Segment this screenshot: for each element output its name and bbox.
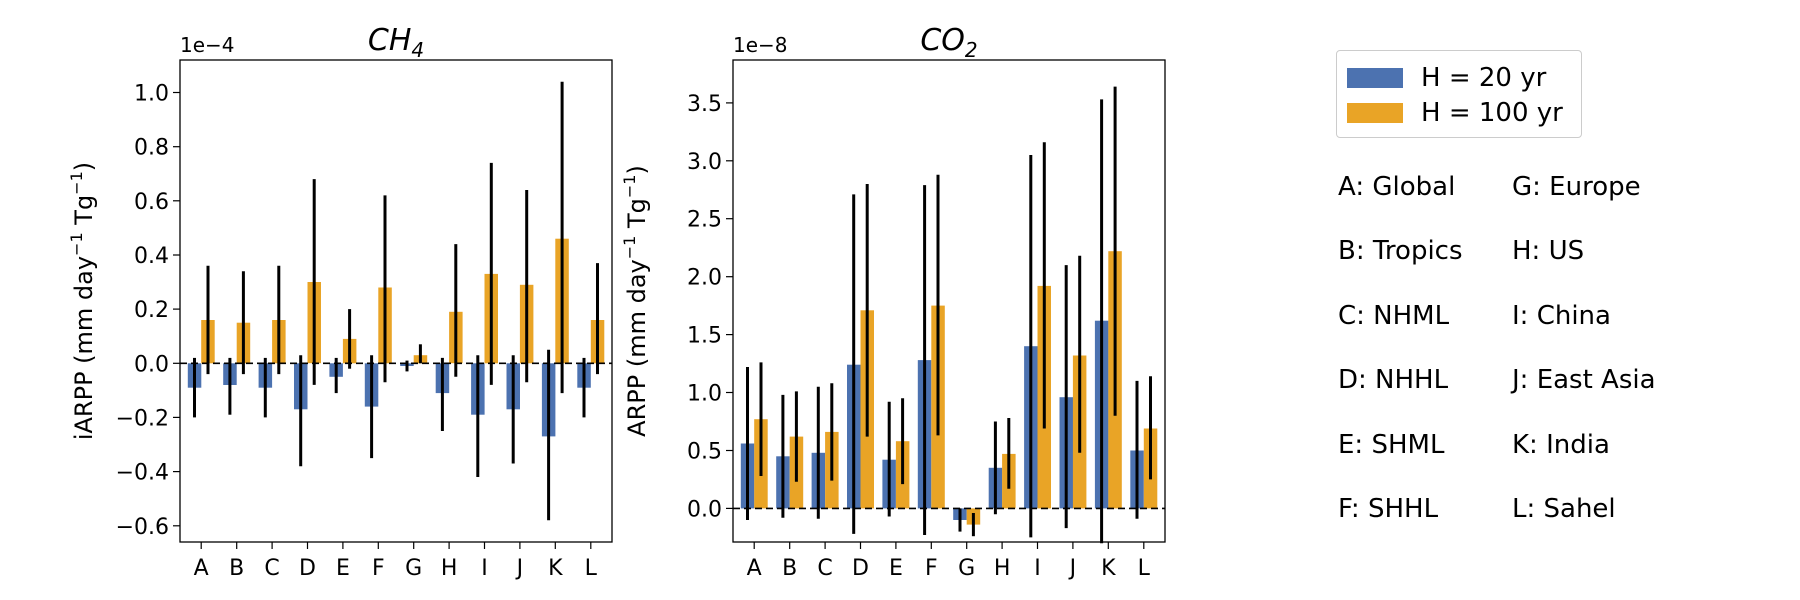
- chart-panel-0: −0.6 −0.4 −0.2 0.0 0.2 0.4 0.6 0.8 1.0 A B C D E F G H I J…: [67, 23, 613, 581]
- y-tick-label: 0.0: [687, 497, 722, 522]
- x-tick-label: K: [548, 556, 563, 581]
- legend-item-h20: H = 20 yr: [1347, 63, 1546, 93]
- x-tick-label: K: [1101, 556, 1116, 581]
- region-key-left: A: Global B: Tropics C: NHML D: NHHL E: …: [1338, 168, 1463, 554]
- x-tick-label: G: [958, 556, 975, 581]
- x-tick-label: F: [372, 556, 385, 581]
- x-tick-label: E: [889, 556, 903, 581]
- region-label: D: NHHL: [1338, 365, 1449, 396]
- y-tick-label: −0.2: [116, 406, 169, 431]
- x-tick-label: I: [481, 556, 488, 581]
- legend-label-h20: H = 20 yr: [1421, 63, 1547, 93]
- y-tick-label: 3.5: [687, 92, 722, 117]
- x-tick-label: J: [1068, 556, 1077, 581]
- axis-offset-text: 1e−8: [733, 33, 788, 57]
- region-label: L: Sahel: [1512, 493, 1616, 524]
- region-key-right: G: Europe H: US I: China J: East Asia K:…: [1512, 168, 1656, 554]
- region-label: J: East Asia: [1512, 365, 1656, 396]
- y-axis-label: ARPP (mm day−1 Tg−1): [620, 165, 651, 437]
- y-tick-label: 1.0: [687, 382, 722, 407]
- y-tick-label: 1.0: [134, 82, 169, 107]
- x-tick-label: H: [441, 556, 458, 581]
- x-tick-label: I: [1034, 556, 1041, 581]
- y-tick-label: 0.8: [134, 136, 169, 161]
- axis-offset-text: 1e−4: [180, 33, 235, 57]
- x-tick-label: C: [264, 556, 279, 581]
- y-tick-label: 0.2: [134, 298, 169, 323]
- y-tick-label: −0.6: [116, 515, 169, 540]
- x-tick-label: C: [817, 556, 832, 581]
- y-tick-label: 2.5: [687, 208, 722, 233]
- y-tick-label: 3.0: [687, 150, 722, 175]
- legend-item-h100: H = 100 yr: [1347, 98, 1563, 128]
- x-tick-label: B: [782, 556, 797, 581]
- legend-label-h100: H = 100 yr: [1421, 98, 1563, 128]
- x-tick-label: L: [585, 556, 598, 581]
- region-label: B: Tropics: [1338, 236, 1463, 267]
- legend-swatch-h20: [1347, 68, 1403, 88]
- y-tick-label: 1.5: [687, 324, 722, 349]
- x-tick-label: L: [1138, 556, 1151, 581]
- x-tick-label: A: [194, 556, 209, 581]
- y-tick-label: −0.4: [116, 461, 169, 486]
- y-tick-label: 0.0: [134, 352, 169, 377]
- x-tick-label: D: [299, 556, 316, 581]
- legend: H = 20 yr H = 100 yr: [1336, 50, 1582, 138]
- x-tick-label: E: [336, 556, 350, 581]
- region-label: E: SHML: [1338, 429, 1445, 460]
- x-tick-label: F: [925, 556, 938, 581]
- region-label: C: NHML: [1338, 300, 1450, 331]
- x-tick-label: H: [994, 556, 1011, 581]
- region-label: F: SHHL: [1338, 493, 1439, 524]
- plot-frame: [179, 59, 613, 543]
- x-tick-label: B: [229, 556, 244, 581]
- y-tick-label: 0.6: [134, 190, 169, 215]
- plot-frame: [732, 59, 1166, 543]
- x-tick-label: A: [747, 556, 762, 581]
- region-label: H: US: [1512, 236, 1585, 267]
- x-tick-label: D: [852, 556, 869, 581]
- region-label: I: China: [1512, 300, 1611, 331]
- y-axis-label: iARPP (mm day−1 Tg−1): [67, 162, 98, 440]
- region-label: G: Europe: [1512, 172, 1641, 202]
- chart-title: CO2: [920, 23, 977, 62]
- chart-panel-1: 0.0 0.5 1.0 1.5 2.0 2.5 3.0 3.5 A B C D E F G H I J K L 1e−8…: [620, 23, 1166, 581]
- chart-title: CH4: [368, 23, 424, 62]
- x-tick-label: G: [405, 556, 422, 581]
- y-tick-label: 0.4: [134, 244, 169, 269]
- legend-swatch-h100: [1347, 103, 1403, 123]
- region-label: A: Global: [1338, 172, 1456, 202]
- region-label: K: India: [1512, 429, 1610, 460]
- y-tick-label: 0.5: [687, 440, 722, 465]
- y-tick-label: 2.0: [687, 266, 722, 291]
- x-tick-label: J: [515, 556, 524, 581]
